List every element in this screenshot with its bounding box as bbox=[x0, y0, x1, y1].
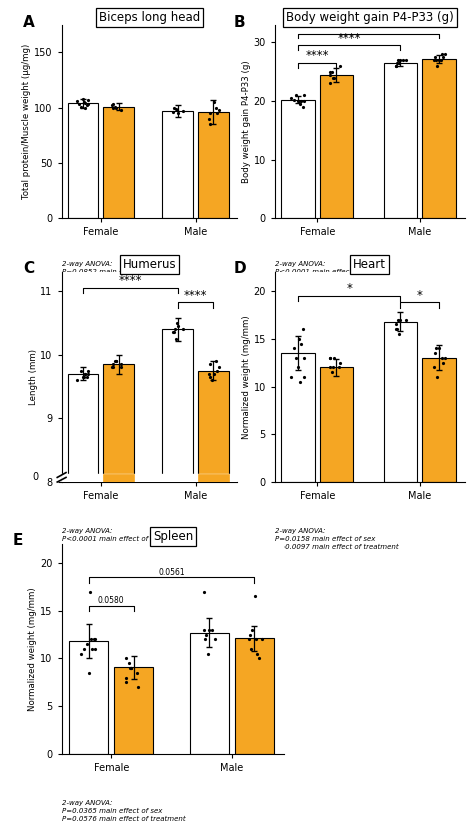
Bar bbox=[59, 474, 239, 482]
Bar bbox=[198, 371, 228, 824]
Bar bbox=[103, 364, 134, 824]
Text: B: B bbox=[233, 15, 245, 30]
Bar bbox=[422, 59, 456, 218]
Text: ****: **** bbox=[337, 32, 361, 44]
Bar bbox=[190, 633, 228, 754]
Bar bbox=[103, 106, 134, 218]
Bar bbox=[67, 103, 98, 218]
Text: 2-way ANOVA:
P=0.0158 main effect of sex
P=0.0097 main effect of treatment: 2-way ANOVA: P=0.0158 main effect of sex… bbox=[275, 528, 399, 550]
Bar bbox=[384, 321, 417, 482]
Text: 2-way ANOVA:
P<0.0001 main effect of sex
P=0.0006 main effect of treatment
P<0.0: 2-way ANOVA: P<0.0001 main effect of sex… bbox=[62, 528, 195, 559]
Bar bbox=[67, 474, 98, 482]
Title: Body weight gain P4-P33 (g): Body weight gain P4-P33 (g) bbox=[286, 11, 454, 24]
Bar bbox=[162, 111, 193, 218]
Bar bbox=[103, 474, 134, 482]
Text: 0.0580: 0.0580 bbox=[98, 597, 125, 606]
Text: ****: **** bbox=[184, 289, 207, 302]
Bar bbox=[422, 358, 456, 482]
Bar bbox=[67, 374, 98, 824]
Y-axis label: Total protein/Muscle weight (μg/mg): Total protein/Muscle weight (μg/mg) bbox=[22, 44, 31, 199]
Title: Biceps long head: Biceps long head bbox=[99, 11, 200, 24]
Title: Humerus: Humerus bbox=[122, 258, 176, 271]
Bar bbox=[282, 100, 315, 218]
Text: E: E bbox=[13, 533, 23, 548]
Text: 2-way ANOVA:
P=0.0852 main effect of sex: 2-way ANOVA: P=0.0852 main effect of sex bbox=[62, 261, 162, 275]
Bar bbox=[384, 63, 417, 218]
Y-axis label: Normalized weight (mg/mm): Normalized weight (mg/mm) bbox=[28, 587, 37, 711]
Text: *: * bbox=[417, 289, 423, 302]
Bar bbox=[198, 474, 228, 482]
Text: *: * bbox=[346, 283, 352, 295]
Bar bbox=[198, 112, 228, 218]
Text: 2-way ANOVA:
P<0.0001 main effect of sex
P<0.0001 main effect of treatment
P=0.0: 2-way ANOVA: P<0.0001 main effect of sex… bbox=[275, 261, 408, 291]
Y-axis label: Normalized weight (mg/mm): Normalized weight (mg/mm) bbox=[242, 315, 251, 439]
Text: 0.0561: 0.0561 bbox=[158, 568, 185, 577]
Bar bbox=[162, 474, 193, 482]
Bar bbox=[282, 353, 315, 482]
Title: Spleen: Spleen bbox=[153, 530, 193, 543]
Y-axis label: Length (mm): Length (mm) bbox=[28, 349, 37, 405]
Y-axis label: Body weight gain P4-P33 (g): Body weight gain P4-P33 (g) bbox=[242, 60, 251, 183]
Bar bbox=[320, 368, 353, 482]
Bar bbox=[320, 75, 353, 218]
Text: 1: 1 bbox=[33, 463, 39, 473]
Text: ***: *** bbox=[360, 20, 377, 33]
Text: D: D bbox=[233, 261, 246, 276]
Text: A: A bbox=[23, 15, 35, 30]
Bar bbox=[114, 667, 154, 754]
Bar bbox=[235, 639, 274, 754]
Title: Heart: Heart bbox=[353, 258, 386, 271]
Text: 2-way ANOVA:
P=0.0365 main effect of sex
P=0.0576 main effect of treatment: 2-way ANOVA: P=0.0365 main effect of sex… bbox=[62, 800, 185, 822]
Text: 0: 0 bbox=[33, 472, 39, 482]
Bar bbox=[69, 641, 108, 754]
Text: ****: **** bbox=[305, 49, 329, 63]
Text: ****: **** bbox=[118, 274, 142, 288]
Text: C: C bbox=[23, 261, 34, 276]
Bar bbox=[162, 330, 193, 824]
